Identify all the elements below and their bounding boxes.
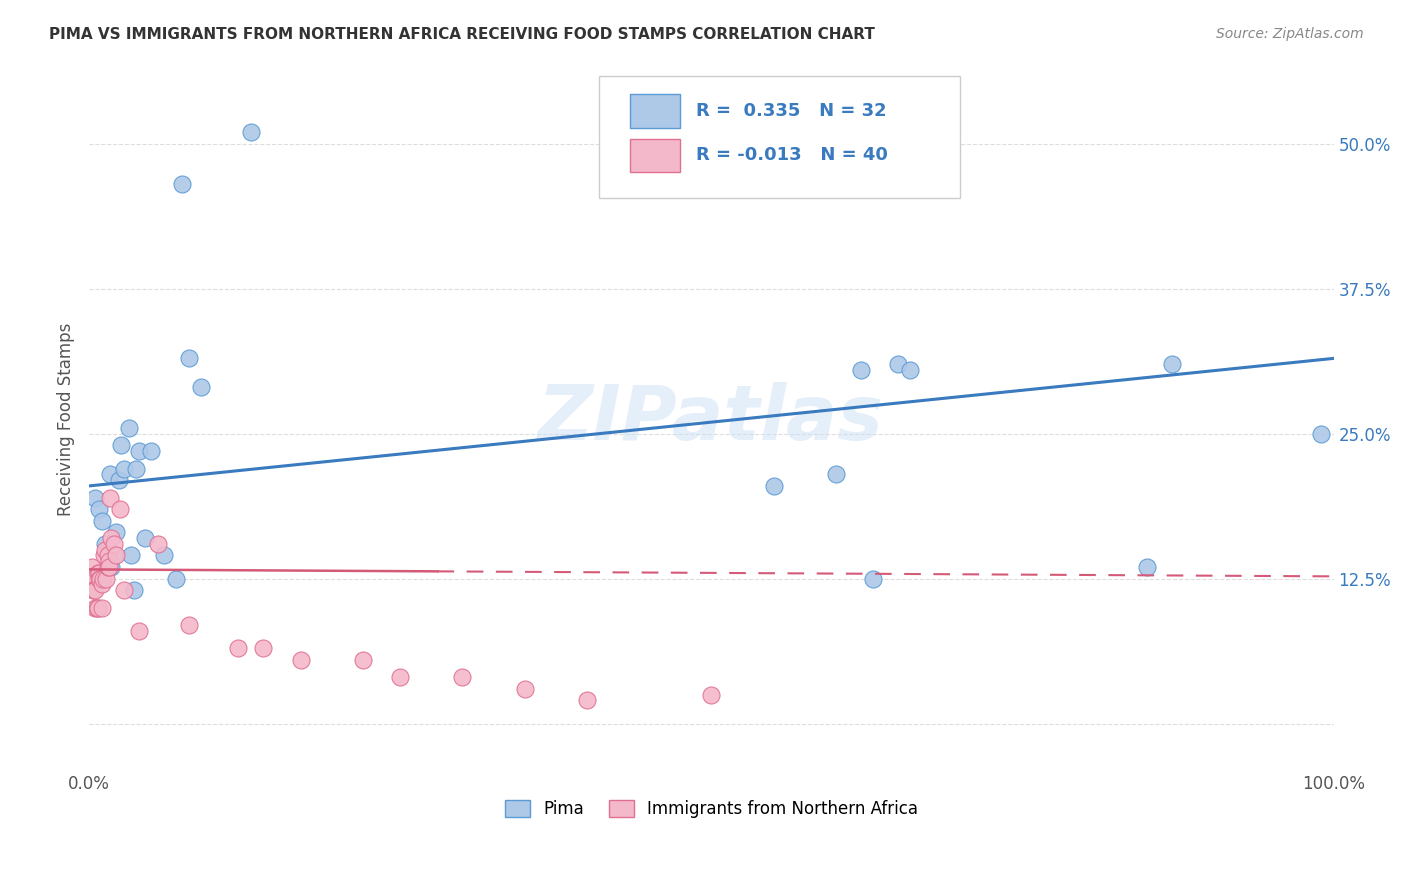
Y-axis label: Receiving Food Stamps: Receiving Food Stamps [58,323,75,516]
Point [100,560,122,574]
Point [97,560,120,574]
Point [82,572,104,586]
Point [108,502,131,516]
Point [112,583,135,598]
Point [118,421,141,435]
Point [575,693,598,707]
Point [352,653,374,667]
Point [862,572,884,586]
Point [122,583,145,598]
Point [98,467,121,482]
FancyBboxPatch shape [630,138,681,172]
Point [90,577,112,591]
Point [98,560,121,574]
Point [1160,357,1182,371]
Point [177,618,200,632]
Point [228,641,250,656]
Point [105,525,128,540]
Point [93,549,115,563]
Point [239,125,262,139]
Point [89,572,111,586]
Point [120,549,142,563]
Point [82,583,104,598]
Point [172,178,194,192]
Point [103,537,125,551]
Point [87,502,110,516]
Point [290,653,312,667]
Text: R =  0.335   N = 32: R = 0.335 N = 32 [696,102,887,120]
Point [128,624,150,638]
Point [84,583,107,598]
Point [1310,426,1333,441]
Text: R = -0.013   N = 40: R = -0.013 N = 40 [696,145,889,164]
Point [165,572,187,586]
Point [252,641,274,656]
Point [87,566,110,580]
Point [141,444,163,458]
Point [177,351,200,366]
Point [190,380,212,394]
Point [105,549,128,563]
Point [146,537,169,551]
Point [110,438,132,452]
Point [94,542,117,557]
Point [94,537,117,551]
Point [112,461,135,475]
Point [824,467,846,482]
Point [84,491,107,505]
Point [762,479,785,493]
Text: PIMA VS IMMIGRANTS FROM NORTHERN AFRICA RECEIVING FOOD STAMPS CORRELATION CHART: PIMA VS IMMIGRANTS FROM NORTHERN AFRICA … [49,27,875,42]
Point [152,549,174,563]
Point [900,363,922,377]
Point [128,444,150,458]
FancyBboxPatch shape [599,76,960,198]
Point [97,549,120,563]
Point [451,670,474,684]
Point [700,688,723,702]
Point [97,545,120,559]
Point [90,514,112,528]
Text: Source: ZipAtlas.com: Source: ZipAtlas.com [1216,27,1364,41]
Point [98,554,121,568]
Point [849,363,872,377]
Point [103,549,125,563]
Point [887,357,910,371]
Text: ZIPatlas: ZIPatlas [538,383,884,457]
Point [389,670,412,684]
Point [83,583,105,598]
Point [87,600,110,615]
Point [86,600,108,615]
Point [91,572,114,586]
Point [98,491,121,505]
Point [844,125,866,139]
Point [125,461,148,475]
FancyBboxPatch shape [630,95,681,128]
Point [80,560,103,574]
Point [90,600,112,615]
Point [87,566,110,580]
Point [1136,560,1159,574]
Point [134,531,156,545]
Point [108,473,131,487]
Point [513,681,536,696]
Point [100,531,122,545]
Point [96,572,118,586]
Point [87,572,110,586]
Point [84,600,107,615]
Legend: Pima, Immigrants from Northern Africa: Pima, Immigrants from Northern Africa [498,793,925,825]
